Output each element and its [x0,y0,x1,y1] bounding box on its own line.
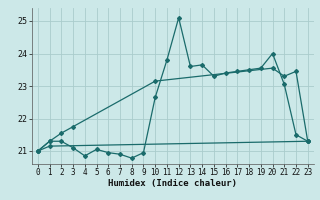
X-axis label: Humidex (Indice chaleur): Humidex (Indice chaleur) [108,179,237,188]
